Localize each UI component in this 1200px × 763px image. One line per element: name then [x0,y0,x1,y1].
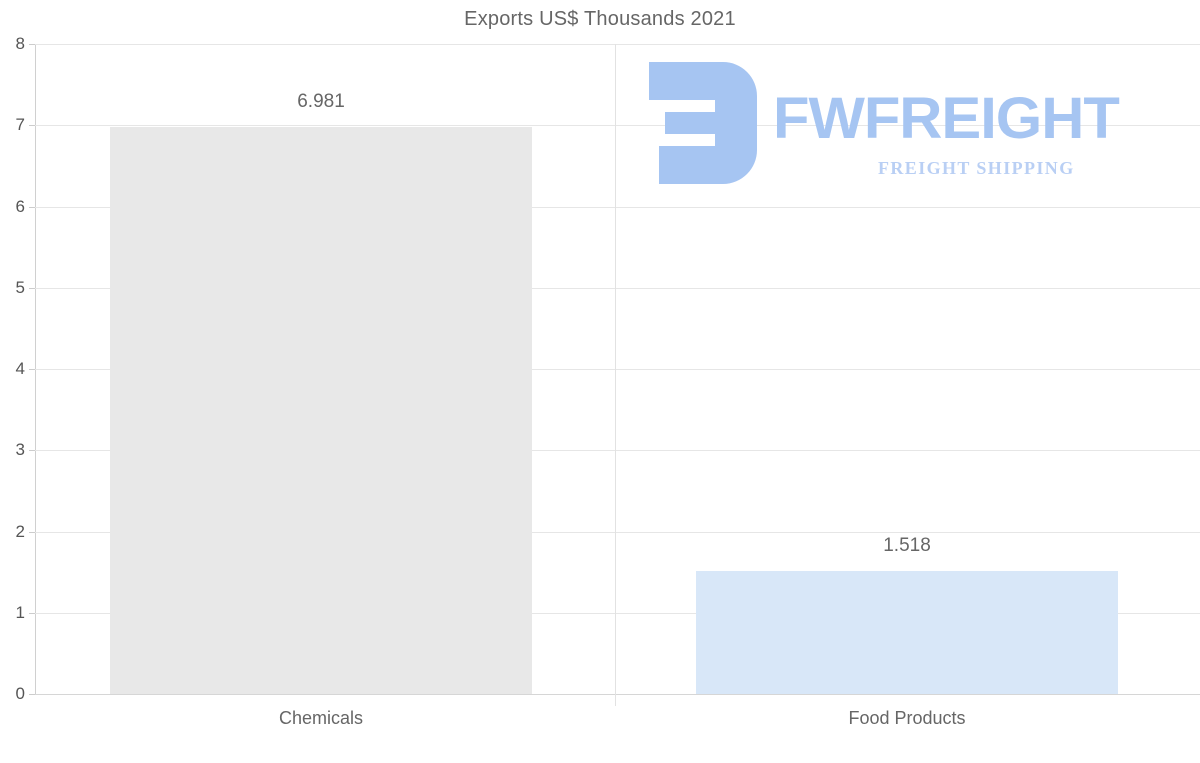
bar-chemicals[interactable] [110,126,532,694]
gridline-7 [35,125,1200,127]
gridline-2 [35,531,1200,533]
y-tick-label-2: 2 [15,521,25,541]
bar-value-label-food-products: 1.518 [883,534,931,556]
gridline-5 [35,287,1200,289]
gridline-6 [35,206,1200,208]
gridline-1 [35,612,1200,614]
gridline-8 [35,44,1200,45]
y-tick-label-7: 7 [15,115,25,135]
gridline-0 [35,694,1200,695]
y-tick-mark-3 [29,450,35,452]
y-tick-label-0: 0 [15,684,25,703]
category-divider [615,44,616,706]
chart-title: Exports US$ Thousands 2021 [464,8,736,30]
y-tick-mark-6 [29,206,35,208]
bar-value-label-chemicals: 6.981 [297,90,345,112]
bar-food-products[interactable] [696,570,1118,694]
y-tick-label-1: 1 [15,602,25,622]
y-tick-mark-8 [29,44,35,45]
y-tick-mark-1 [29,612,35,614]
gridline-4 [35,369,1200,370]
y-tick-mark-2 [29,531,35,533]
y-tick-label-6: 6 [15,196,25,216]
y-tick-mark-7 [29,125,35,127]
gridline-3 [35,450,1200,452]
y-tick-mark-4 [29,369,35,370]
x-axis-label-food-products: Food Products [848,708,966,728]
y-tick-label-3: 3 [15,440,25,460]
y-tick-mark-5 [29,287,35,289]
y-tick-mark-0 [29,694,35,695]
x-axis-label-chemicals: Chemicals [278,708,364,728]
y-tick-label-8: 8 [15,34,25,53]
y-tick-label-4: 4 [15,359,25,378]
y-tick-label-5: 5 [15,277,25,297]
plot-area [35,44,1200,694]
